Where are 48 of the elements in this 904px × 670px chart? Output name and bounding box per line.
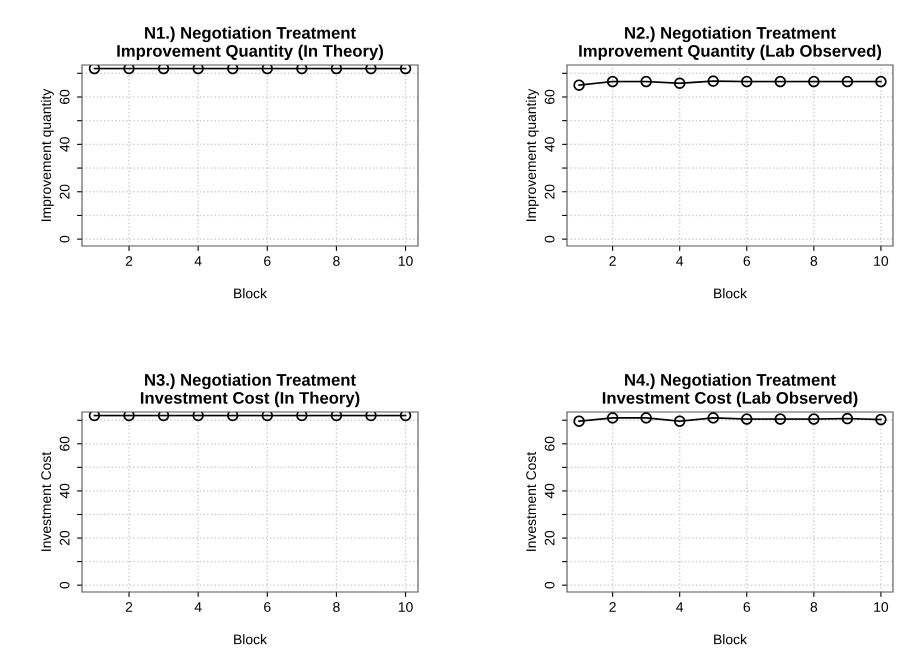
x-tick-label: 4 xyxy=(194,256,202,266)
x-tick-label: 6 xyxy=(744,602,750,612)
x-tick-label: 2 xyxy=(126,602,132,612)
x-tick-label: 2 xyxy=(609,602,616,612)
x-tick-label: 6 xyxy=(744,256,750,266)
x-axis-title: Block xyxy=(234,634,267,644)
x-tick-label: 8 xyxy=(810,256,818,266)
y-tick-label: 0 xyxy=(60,236,70,242)
chart-title: N3.) Negotiation Treatment Investment Cost (In Theory) xyxy=(140,374,360,408)
y-axis-title: Investment Cost xyxy=(526,452,536,551)
x-tick-label: 2 xyxy=(609,256,616,266)
x-tick-label: 8 xyxy=(333,256,340,266)
x-tick-label: 2 xyxy=(126,256,132,266)
y-tick-label: 0 xyxy=(544,236,555,242)
y-axis-title: Improvement quantity xyxy=(40,88,54,221)
y-tick-label: 60 xyxy=(60,436,70,451)
y-tick-label: 40 xyxy=(544,137,555,152)
y-tick-label: 0 xyxy=(60,582,70,588)
y-axis-title: Investment Cost xyxy=(41,452,52,551)
y-tick-label: 20 xyxy=(544,184,555,199)
chart-title: N2.) Negotiation Treatment Improvement Quantity (Lab Observed) xyxy=(579,26,882,60)
y-axis-title: Improvement quantity xyxy=(526,88,539,221)
y-tick-label: 40 xyxy=(60,484,70,498)
x-tick-label: 10 xyxy=(874,256,888,266)
x-tick-label: 4 xyxy=(194,602,202,612)
x-tick-label: 8 xyxy=(333,602,340,612)
y-tick-label: 40 xyxy=(544,484,555,498)
x-tick-label: 4 xyxy=(676,256,684,266)
x-axis-title: Block xyxy=(714,634,747,644)
y-tick-label: 60 xyxy=(60,90,70,104)
x-axis-title: Block xyxy=(714,288,747,298)
y-tick-label: 20 xyxy=(544,530,555,546)
y-tick-label: 20 xyxy=(60,530,70,546)
x-tick-label: 6 xyxy=(264,256,271,266)
y-tick-label: 40 xyxy=(60,137,70,152)
y-tick-label: 60 xyxy=(544,90,555,104)
y-tick-label: 20 xyxy=(60,184,70,199)
x-tick-label: 10 xyxy=(398,256,413,266)
x-tick-label: 10 xyxy=(874,602,888,612)
x-axis-title: Block xyxy=(234,288,267,298)
chart-title: N1.) Negotiation Treatment Improvement Quantity (In Theory) xyxy=(117,26,383,60)
x-tick-label: 4 xyxy=(676,602,684,612)
x-tick-label: 8 xyxy=(810,602,818,612)
y-tick-label: 0 xyxy=(544,582,555,588)
chart-title: N4.) Negotiation Treatment Investment Cost (Lab Observed) xyxy=(602,374,858,408)
x-tick-label: 10 xyxy=(398,602,413,612)
x-tick-label: 6 xyxy=(264,602,271,612)
y-tick-label: 60 xyxy=(544,436,555,451)
